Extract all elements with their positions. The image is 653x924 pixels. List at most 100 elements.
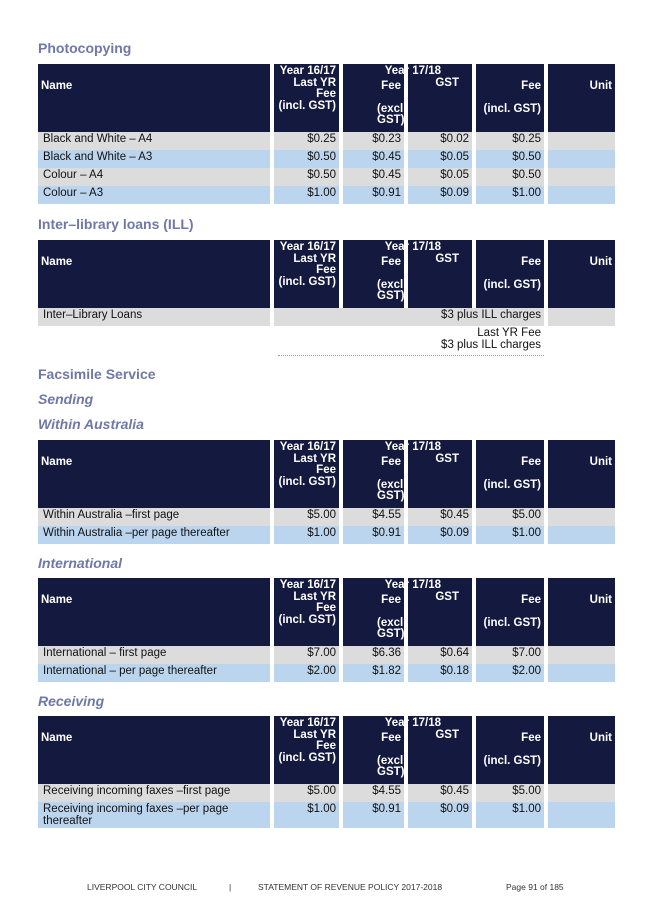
table-row: International – first page $7.00 $6.36 $0.6… <box>38 646 615 664</box>
table-row: Receiving incoming faxes –per page there… <box>38 802 615 828</box>
column-header-fee-incl-gst: Fee (incl. GST) <box>476 64 548 132</box>
row-name: International – per page thereafter <box>38 664 274 682</box>
column-header-unit: Unit <box>548 440 615 508</box>
column-header-fee-incl-gst: Fee (incl. GST) <box>476 716 548 784</box>
column-header-unit: Unit <box>548 240 615 308</box>
international-fee-table: Name Year 16/17 Last YR Fee (incl. GST) … <box>38 578 615 682</box>
row-gst: $0.45 <box>408 784 476 802</box>
row-fee-value: $3 plus ILL charges <box>274 308 548 326</box>
row-gst: $0.64 <box>408 646 476 664</box>
row-gst: $0.09 <box>408 186 476 204</box>
column-header-gst: GST <box>408 64 476 132</box>
row-last-year-fee: $2.00 <box>274 664 343 682</box>
column-header-unit: Unit <box>548 716 615 784</box>
row-fee-incl-gst: $2.00 <box>476 664 548 682</box>
row-unit <box>548 664 615 682</box>
column-header-fee-excl-gst: Year 17/18 Fee (excl. GST) <box>343 440 441 508</box>
section-title-facsimile-service: Facsimile Service <box>38 366 156 382</box>
ill-fee-table: Name Year 16/17 Last YR Fee (incl. GST) … <box>38 240 615 326</box>
row-name: Within Australia –first page <box>38 508 274 526</box>
column-header-gst: GST <box>408 240 476 308</box>
footer-page-number: Page 91 of 185 <box>506 882 564 892</box>
row-unit <box>548 150 615 168</box>
column-header-last-year-fee: Year 16/17 Last YR Fee (incl. GST) <box>274 716 343 784</box>
row-fee-incl-gst: $1.00 <box>476 802 548 828</box>
row-fee-incl-gst: $5.00 <box>476 784 548 802</box>
photocopying-fee-table: Name Year 16/17 Last YR Fee (incl. GST) … <box>38 64 615 204</box>
column-header-unit: Unit <box>548 578 615 646</box>
row-fee-incl-gst: $0.50 <box>476 168 548 186</box>
row-last-year-fee: $5.00 <box>274 784 343 802</box>
row-fee-excl-gst: $0.91 <box>343 186 408 204</box>
row-unit <box>548 526 615 544</box>
row-last-year-fee: $1.00 <box>274 802 343 828</box>
row-unit <box>548 308 615 326</box>
row-gst: $0.02 <box>408 132 476 150</box>
row-unit <box>548 186 615 204</box>
column-header-gst: GST <box>408 440 476 508</box>
subsection-title-within-australia: Within Australia <box>38 416 144 432</box>
row-gst: $0.05 <box>408 150 476 168</box>
row-name: Within Australia –per page thereafter <box>38 526 274 544</box>
row-fee-excl-gst: $4.55 <box>343 784 408 802</box>
row-last-year-fee: $0.50 <box>274 150 343 168</box>
column-header-name: Name <box>38 440 274 508</box>
row-fee-excl-gst: $0.23 <box>343 132 408 150</box>
receiving-fee-table: Name Year 16/17 Last YR Fee (incl. GST) … <box>38 716 615 828</box>
row-gst: $0.05 <box>408 168 476 186</box>
ill-note-label: Last YR Fee <box>477 327 541 339</box>
column-header-fee-incl-gst: Fee (incl. GST) <box>476 440 548 508</box>
row-last-year-fee: $5.00 <box>274 508 343 526</box>
column-header-unit: Unit <box>548 64 615 132</box>
row-last-year-fee: $1.00 <box>274 186 343 204</box>
row-fee-excl-gst: $0.45 <box>343 150 408 168</box>
column-header-name: Name <box>38 64 274 132</box>
row-fee-excl-gst: $6.36 <box>343 646 408 664</box>
row-name: Inter–Library Loans <box>38 308 274 326</box>
row-fee-incl-gst: $7.00 <box>476 646 548 664</box>
column-header-last-year-fee: Year 16/17 Last YR Fee (incl. GST) <box>274 578 343 646</box>
row-unit <box>548 132 615 150</box>
subsection-title-international: International <box>38 555 123 571</box>
section-title-photocopying: Photocopying <box>38 40 132 56</box>
column-header-gst: GST <box>408 716 476 784</box>
within-australia-fee-table: Name Year 16/17 Last YR Fee (incl. GST) … <box>38 440 615 544</box>
row-fee-excl-gst: $4.55 <box>343 508 408 526</box>
footer-document-title: STATEMENT OF REVENUE POLICY 2017-2018 <box>258 882 443 892</box>
column-header-fee-excl-gst: Year 17/18 Fee (excl. GST) <box>343 64 441 132</box>
column-header-gst: GST <box>408 578 476 646</box>
table-row: International – per page thereafter $2.00… <box>38 664 615 682</box>
row-last-year-fee: $1.00 <box>274 526 343 544</box>
row-unit <box>548 508 615 526</box>
row-name: Colour – A3 <box>38 186 274 204</box>
column-header-last-year-fee: Year 16/17 Last YR Fee (incl. GST) <box>274 240 343 308</box>
table-row: Within Australia –per page thereafter $1.… <box>38 526 615 544</box>
row-fee-excl-gst: $0.91 <box>343 802 408 828</box>
table-row: Within Australia –first page $5.00 $4.55 $0… <box>38 508 615 526</box>
ill-note-divider <box>278 355 544 356</box>
column-header-last-year-fee: Year 16/17 Last YR Fee (incl. GST) <box>274 64 343 132</box>
ill-note-value: $3 plus ILL charges <box>441 339 541 351</box>
row-fee-excl-gst: $0.91 <box>343 526 408 544</box>
footer-organisation: LIVERPOOL CITY COUNCIL <box>87 882 198 892</box>
row-name: Receiving incoming faxes –per page there… <box>38 802 274 828</box>
row-name: Receiving incoming faxes –first page <box>38 784 274 802</box>
column-header-name: Name <box>38 716 274 784</box>
column-header-name: Name <box>38 240 274 308</box>
table-row: Inter–Library Loans $3 plus ILL charges <box>38 308 615 326</box>
subsection-title-receiving: Receiving <box>38 693 105 709</box>
footer-separator: | <box>229 882 232 892</box>
row-gst: $0.09 <box>408 802 476 828</box>
column-header-name: Name <box>38 578 274 646</box>
row-unit <box>548 802 615 828</box>
subsection-title-sending: Sending <box>38 391 94 407</box>
table-row: Black and White – A3 $0.50 $0.45 $0.05 $0.50 <box>38 150 615 168</box>
row-fee-incl-gst: $1.00 <box>476 186 548 204</box>
ill-last-year-note: Last YR Fee $3 plus ILL charges <box>441 327 541 351</box>
column-header-fee-incl-gst: Fee (incl. GST) <box>476 578 548 646</box>
row-last-year-fee: $0.25 <box>274 132 343 150</box>
row-fee-excl-gst: $0.45 <box>343 168 408 186</box>
row-name: International – first page <box>38 646 274 664</box>
column-header-fee-excl-gst: Year 17/18 Fee (excl. GST) <box>343 716 441 784</box>
row-name: Black and White – A3 <box>38 150 274 168</box>
